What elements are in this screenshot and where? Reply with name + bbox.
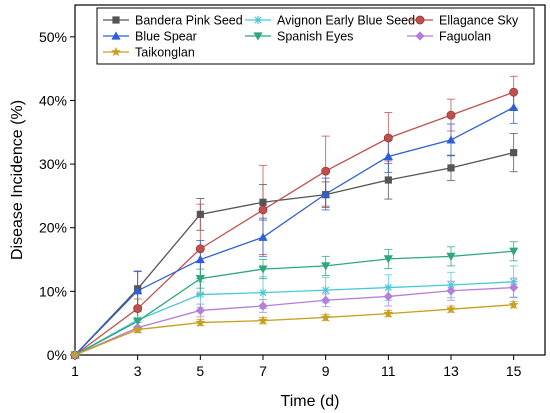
data-point	[384, 176, 392, 184]
data-point	[509, 102, 519, 112]
legend-label: Blue Spear	[135, 30, 197, 44]
x-axis-title: Time (d)	[281, 393, 340, 410]
series-markers	[70, 87, 519, 360]
data-point	[321, 166, 331, 176]
data-point	[510, 149, 518, 157]
legend-item: Blue Spear	[103, 30, 197, 44]
x-tick-label: 15	[506, 363, 522, 379]
legend-item: Avignon Early Blue Seed	[245, 14, 415, 28]
x-tick-label: 13	[443, 363, 459, 379]
x-tick-label: 11	[381, 363, 396, 379]
error-bars	[133, 75, 518, 334]
series-line	[74, 286, 514, 356]
legend-label: Taikonglan	[135, 46, 195, 60]
y-tick-label: 0%	[47, 347, 67, 363]
legend-label: Bandera Pink Seed	[135, 14, 243, 28]
legend-label: Ellagance Sky	[439, 14, 519, 28]
data-point	[446, 110, 456, 120]
data-point	[446, 304, 456, 314]
legend-item: Taikonglan	[103, 46, 195, 60]
data-point	[384, 283, 393, 292]
data-point	[258, 265, 268, 274]
data-point	[70, 349, 80, 360]
y-tick-label: 30%	[39, 156, 67, 172]
axes: 1 3 5 7 9 11 13 150%10%20%30%40%50%	[39, 29, 522, 379]
data-point	[321, 189, 331, 198]
series-line	[74, 106, 514, 356]
data-point	[509, 277, 518, 286]
data-point	[132, 324, 143, 334]
series-line	[74, 250, 514, 356]
y-tick-label: 10%	[39, 283, 67, 299]
y-tick-label: 40%	[39, 92, 67, 108]
data-point	[259, 198, 267, 206]
data-point	[195, 305, 205, 316]
legend-label: Faguolan	[439, 30, 491, 44]
data-point	[195, 275, 205, 284]
data-point	[133, 286, 143, 295]
data-point	[383, 133, 393, 143]
legend-swatch-marker	[415, 31, 425, 41]
legend-swatch-marker	[415, 15, 425, 25]
data-point	[195, 254, 205, 264]
data-point	[508, 299, 519, 309]
legend-label: Spanish Eyes	[277, 30, 353, 44]
legend-item: Spanish Eyes	[245, 30, 353, 44]
data-point	[195, 244, 205, 254]
plot-frame	[74, 4, 546, 356]
x-tick-label: 7	[259, 363, 267, 379]
data-point	[258, 315, 268, 325]
data-point	[446, 286, 456, 296]
series-line	[74, 281, 514, 356]
series-line	[74, 91, 514, 356]
x-tick-label: 9	[322, 363, 330, 379]
x-tick-label: 5	[196, 363, 204, 379]
data-point	[195, 317, 206, 327]
data-point	[447, 164, 455, 172]
legend-item: Bandera Pink Seed	[103, 14, 243, 28]
data-point	[258, 288, 268, 297]
data-point	[258, 232, 268, 241]
legend-swatch-marker	[112, 16, 120, 24]
x-tick-label: 3	[134, 363, 142, 379]
data-point	[321, 295, 331, 305]
plot-area	[74, 4, 546, 356]
data-point	[258, 205, 268, 215]
data-point	[320, 312, 331, 322]
data-point	[446, 135, 456, 144]
series-line	[74, 304, 514, 356]
data-point	[383, 151, 393, 161]
y-tick-label: 50%	[39, 29, 67, 45]
data-point	[321, 285, 330, 295]
legend-item: Ellagance Sky	[407, 14, 519, 28]
legend-box	[96, 7, 535, 65]
data-point	[509, 282, 519, 293]
legend-swatch-marker	[111, 31, 121, 40]
series-line	[74, 152, 514, 356]
y-tick-label: 20%	[39, 220, 67, 236]
x-tick-label: 1	[71, 363, 79, 379]
legend-swatch-marker	[253, 32, 263, 41]
data-point	[509, 247, 519, 256]
data-point	[133, 304, 143, 313]
legend-swatch-marker	[253, 15, 263, 25]
data-point	[383, 308, 394, 318]
data-point	[196, 210, 204, 218]
legend: Bandera Pink Seed Avignon Early Blue Seed…	[96, 7, 535, 65]
legend-label: Avignon Early Blue Seed	[277, 14, 415, 28]
data-point	[446, 280, 456, 290]
data-point	[446, 252, 456, 261]
data-point	[509, 87, 519, 97]
data-point	[383, 255, 393, 264]
legend-item: Faguolan	[407, 30, 491, 44]
series-lines	[74, 91, 514, 356]
data-point	[258, 301, 268, 311]
data-point	[133, 317, 143, 326]
data-point	[383, 291, 393, 302]
data-point	[321, 262, 331, 271]
legend-swatch-marker	[111, 46, 121, 57]
data-point	[196, 290, 205, 299]
y-axis-title: Disease Incidence (%)	[9, 100, 26, 260]
